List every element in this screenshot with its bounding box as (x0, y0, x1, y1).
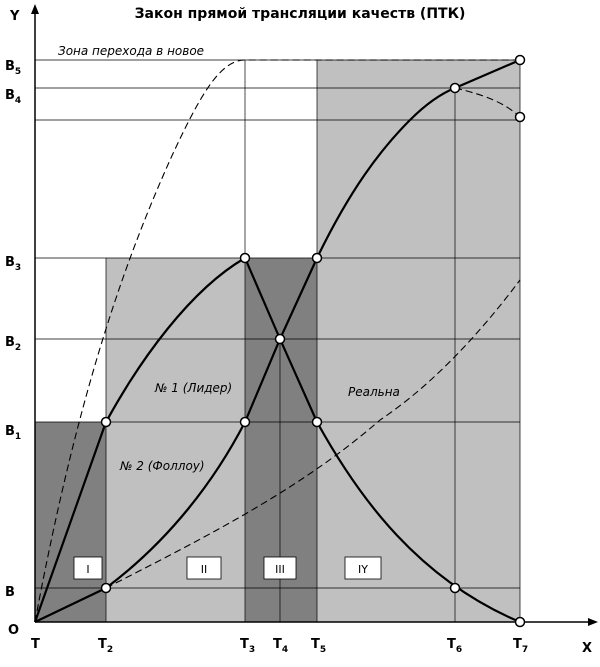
dashed-curves (34, 59, 521, 623)
y-axis-label: Y (9, 9, 20, 24)
x-tick-T3: T3 (240, 637, 255, 655)
y-tick-B2: B2 (5, 335, 21, 353)
zone-label-2: II (201, 563, 208, 576)
zone-region-2 (106, 258, 245, 622)
real-label: Реальна (348, 385, 400, 399)
axes (31, 4, 598, 626)
follower-curve (34, 58, 521, 623)
x-tick-T6: T6 (447, 637, 462, 655)
diagram-title: Закон прямой трансляции качеств (ПТК) (135, 6, 466, 22)
transition-curve (34, 59, 520, 623)
transition-zone-label: Зона перехода в новое (58, 44, 204, 58)
x-tick-T2: T2 (98, 637, 113, 655)
x-ticks: T T2 T3 T4 T5 T6 T7 (31, 637, 528, 655)
x-tick-T5: T5 (311, 637, 326, 655)
y-tick-B3: B3 (5, 255, 21, 273)
y-tick-B1: B1 (5, 424, 21, 442)
y-tick-B4: B4 (5, 88, 21, 106)
origin-label: O (8, 623, 19, 638)
leader-decline-dashed (454, 87, 521, 118)
x-tick-T7: T7 (513, 637, 528, 655)
x-axis-label: X (582, 641, 592, 656)
curve-nodes (100, 54, 526, 628)
y-tick-B: B (5, 585, 15, 600)
x-tick-T4: T4 (273, 637, 288, 655)
zone-label-1: I (86, 563, 89, 576)
follower-label: № 2 (Фоллоу) (119, 459, 205, 473)
zone-region-4 (317, 60, 520, 622)
zone-label-3: III (275, 563, 285, 576)
zone-label-4: IY (358, 563, 368, 576)
y-ticks: B B1 B2 B3 B4 B5 (5, 59, 21, 600)
x-tick-T: T (31, 637, 40, 652)
y-tick-B5: B5 (5, 59, 21, 77)
zone-boxes (73, 556, 382, 580)
real-curve (105, 279, 521, 589)
leader-label: № 1 (Лидер) (154, 381, 232, 395)
